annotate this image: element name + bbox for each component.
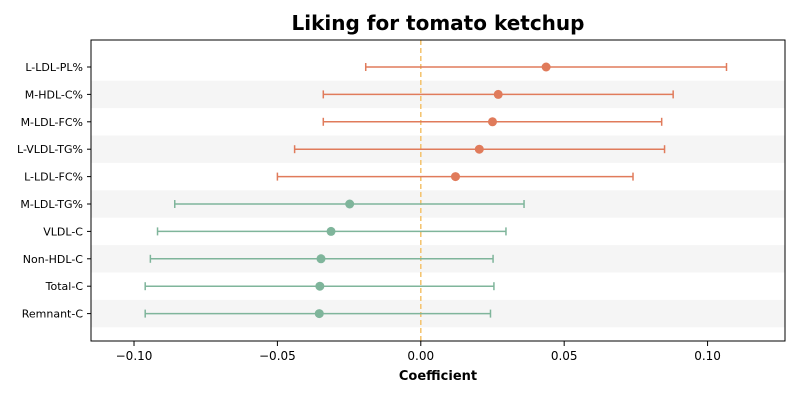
estimate-rows bbox=[144, 62, 728, 319]
estimate-row bbox=[276, 172, 634, 182]
x-axis: −0.10 −0.05 0.00 0.05 0.10 bbox=[116, 341, 721, 363]
y-tick-label: L-LDL-PL% bbox=[25, 61, 83, 74]
y-tick-label: L-LDL-FC% bbox=[24, 171, 83, 184]
x-tick-label: −0.10 bbox=[116, 349, 153, 363]
x-tick-label: −0.05 bbox=[259, 349, 296, 363]
y-tick-label: M-LDL-FC% bbox=[21, 116, 83, 129]
estimate-row bbox=[322, 117, 663, 127]
estimate-row bbox=[149, 254, 494, 264]
estimate-point bbox=[314, 309, 324, 319]
estimate-row bbox=[173, 199, 525, 209]
x-axis-label: Coefficient bbox=[399, 369, 477, 384]
x-tick-label: 0.00 bbox=[407, 349, 434, 363]
y-tick-label: M-LDL-TG% bbox=[20, 198, 83, 211]
x-tick-label: 0.05 bbox=[551, 349, 578, 363]
estimate-point bbox=[541, 62, 551, 72]
estimate-row bbox=[144, 309, 492, 319]
estimate-row bbox=[156, 226, 507, 236]
y-tick-label: M-HDL-C% bbox=[25, 88, 83, 101]
y-tick-label: L-VLDL-TG% bbox=[17, 143, 83, 156]
x-tick-label: 0.10 bbox=[694, 349, 721, 363]
estimate-point bbox=[493, 89, 503, 99]
estimate-row bbox=[364, 62, 728, 72]
y-tick-label: Non-HDL-C bbox=[23, 253, 84, 266]
y-tick-label: Total-C bbox=[45, 280, 84, 293]
estimate-point bbox=[487, 117, 497, 127]
estimate-row bbox=[293, 144, 666, 154]
y-axis-labels: L-LDL-PL% M-HDL-C% M-LDL-FC% L-VLDL-TG% L-LD… bbox=[17, 61, 91, 321]
estimate-point bbox=[326, 226, 336, 236]
estimate-point bbox=[450, 172, 460, 182]
estimate-point bbox=[315, 281, 325, 291]
y-tick-label: Remnant-C bbox=[22, 308, 84, 321]
plot-border bbox=[90, 39, 786, 342]
estimate-row bbox=[144, 281, 495, 291]
y-tick-label: VLDL-C bbox=[43, 225, 83, 238]
estimate-point bbox=[316, 254, 326, 264]
estimate-point bbox=[345, 199, 355, 209]
chart-title: Liking for tomato ketchup bbox=[292, 11, 585, 35]
estimate-row bbox=[322, 89, 674, 99]
estimate-point bbox=[474, 144, 484, 154]
